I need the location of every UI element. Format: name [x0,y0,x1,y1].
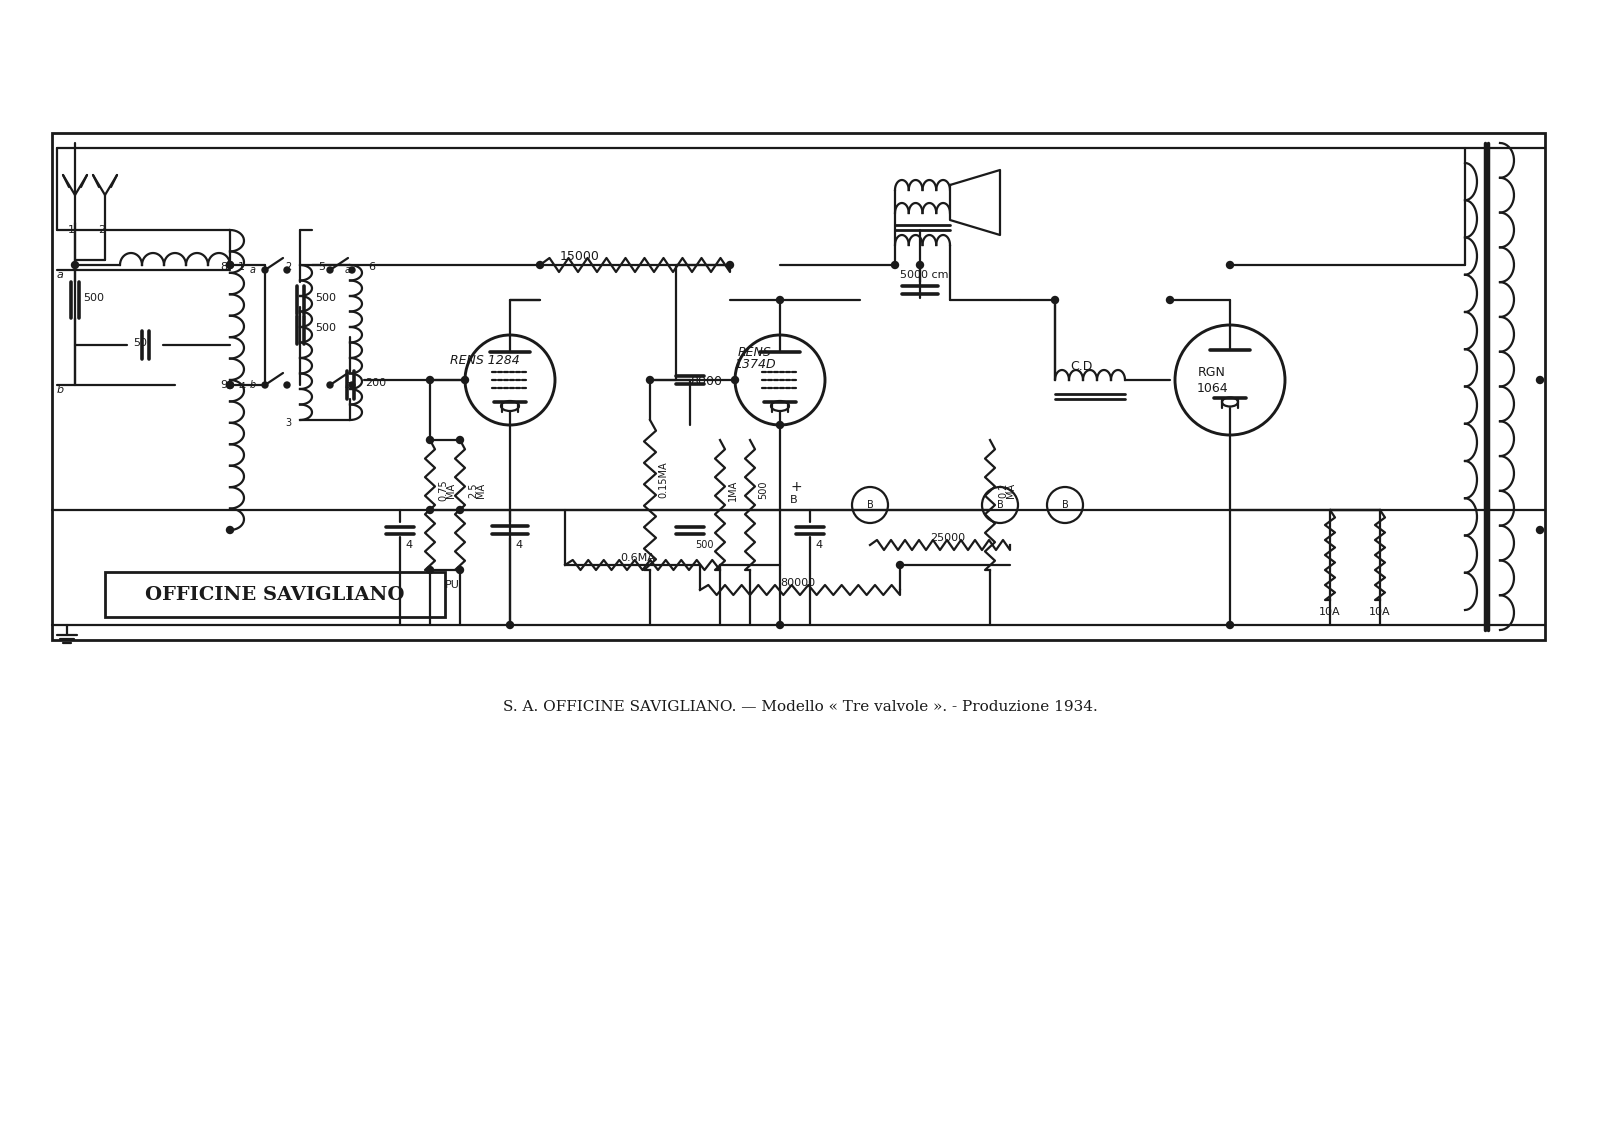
Text: 5: 5 [318,262,325,271]
Text: 0.75: 0.75 [438,480,448,501]
Text: 0.2: 0.2 [998,482,1008,498]
Circle shape [262,382,269,388]
Text: 80000: 80000 [781,578,814,588]
Text: 500: 500 [694,539,714,550]
Circle shape [731,377,739,383]
Circle shape [285,267,290,273]
Circle shape [262,267,269,273]
Circle shape [1166,296,1173,303]
Circle shape [776,296,784,303]
Circle shape [456,437,464,443]
Circle shape [427,567,434,573]
Text: 200: 200 [365,378,386,388]
Circle shape [461,377,469,383]
Circle shape [507,622,514,629]
Text: 10A: 10A [1370,607,1390,618]
Text: PU: PU [445,580,459,590]
Circle shape [427,437,434,443]
Text: 0.15MA: 0.15MA [658,461,669,499]
Circle shape [1227,622,1234,629]
Text: 5000 cm: 5000 cm [899,270,949,280]
Text: 8: 8 [221,262,227,271]
Circle shape [227,261,234,268]
Circle shape [227,527,234,534]
Text: 500: 500 [83,293,104,303]
Bar [51,133,1546,640]
Text: 50: 50 [133,338,147,348]
Circle shape [456,567,464,573]
Text: b: b [346,380,352,390]
Text: +: + [790,480,802,494]
Circle shape [646,377,653,383]
Text: 25000: 25000 [930,533,965,543]
Circle shape [456,507,464,513]
Text: 15000: 15000 [560,250,600,264]
Text: b: b [58,385,64,395]
Circle shape [227,381,234,389]
Circle shape [776,422,784,429]
Text: B: B [1062,500,1069,510]
Text: 2: 2 [98,225,106,235]
Text: RENS: RENS [738,345,771,359]
Text: 500: 500 [315,293,336,303]
Text: a: a [58,270,64,280]
Text: 500: 500 [315,323,336,333]
Text: B: B [790,495,798,506]
Text: 1374D: 1374D [734,359,776,371]
Text: MA: MA [1006,483,1016,498]
Circle shape [896,561,904,569]
Circle shape [776,622,784,629]
Text: 2: 2 [285,262,291,271]
Text: 1: 1 [67,225,75,235]
Circle shape [427,507,434,513]
Text: a: a [250,265,256,275]
Circle shape [285,382,290,388]
Text: 4: 4 [515,539,522,550]
Text: 1064: 1064 [1197,381,1227,395]
Text: C.D: C.D [1070,360,1093,373]
Text: 0.6MA: 0.6MA [621,553,654,563]
Circle shape [72,261,78,268]
Text: 9: 9 [221,380,227,390]
Circle shape [536,261,544,268]
Circle shape [427,377,434,383]
Text: 4: 4 [405,539,413,550]
Text: OFFICINE SAVIGLIANO: OFFICINE SAVIGLIANO [146,586,405,604]
Text: 10A: 10A [1318,607,1341,618]
Text: B: B [867,500,874,510]
Text: 1: 1 [238,262,245,271]
Text: 4: 4 [238,382,245,392]
Text: MA: MA [477,483,486,498]
Circle shape [1536,377,1544,383]
Circle shape [227,381,234,389]
Text: 4: 4 [814,539,822,550]
Text: 8000: 8000 [690,375,722,388]
Text: MA: MA [446,483,456,498]
Text: 3: 3 [285,418,291,428]
Text: S. A. OFFICINE SAVIGLIANO. — Modello « Tre valvole ». - Produzione 1934.: S. A. OFFICINE SAVIGLIANO. — Modello « T… [502,700,1098,714]
Circle shape [1227,261,1234,268]
Text: RENS 1284: RENS 1284 [450,354,520,366]
Circle shape [1051,296,1059,303]
Circle shape [1536,527,1544,534]
Text: 2.5: 2.5 [467,482,478,498]
Bar [106,572,445,618]
Text: B: B [997,500,1003,510]
Text: 6: 6 [368,262,374,271]
Text: b: b [250,380,256,390]
Circle shape [891,261,899,268]
Polygon shape [950,170,1000,235]
Text: 500: 500 [758,481,768,499]
Circle shape [326,267,333,273]
Text: a: a [346,265,350,275]
Text: 1MA: 1MA [728,480,738,501]
Circle shape [227,261,234,268]
Circle shape [349,267,355,273]
Circle shape [349,382,355,388]
Circle shape [726,261,733,268]
Circle shape [917,261,923,268]
Text: RGN: RGN [1198,365,1226,379]
Circle shape [326,382,333,388]
